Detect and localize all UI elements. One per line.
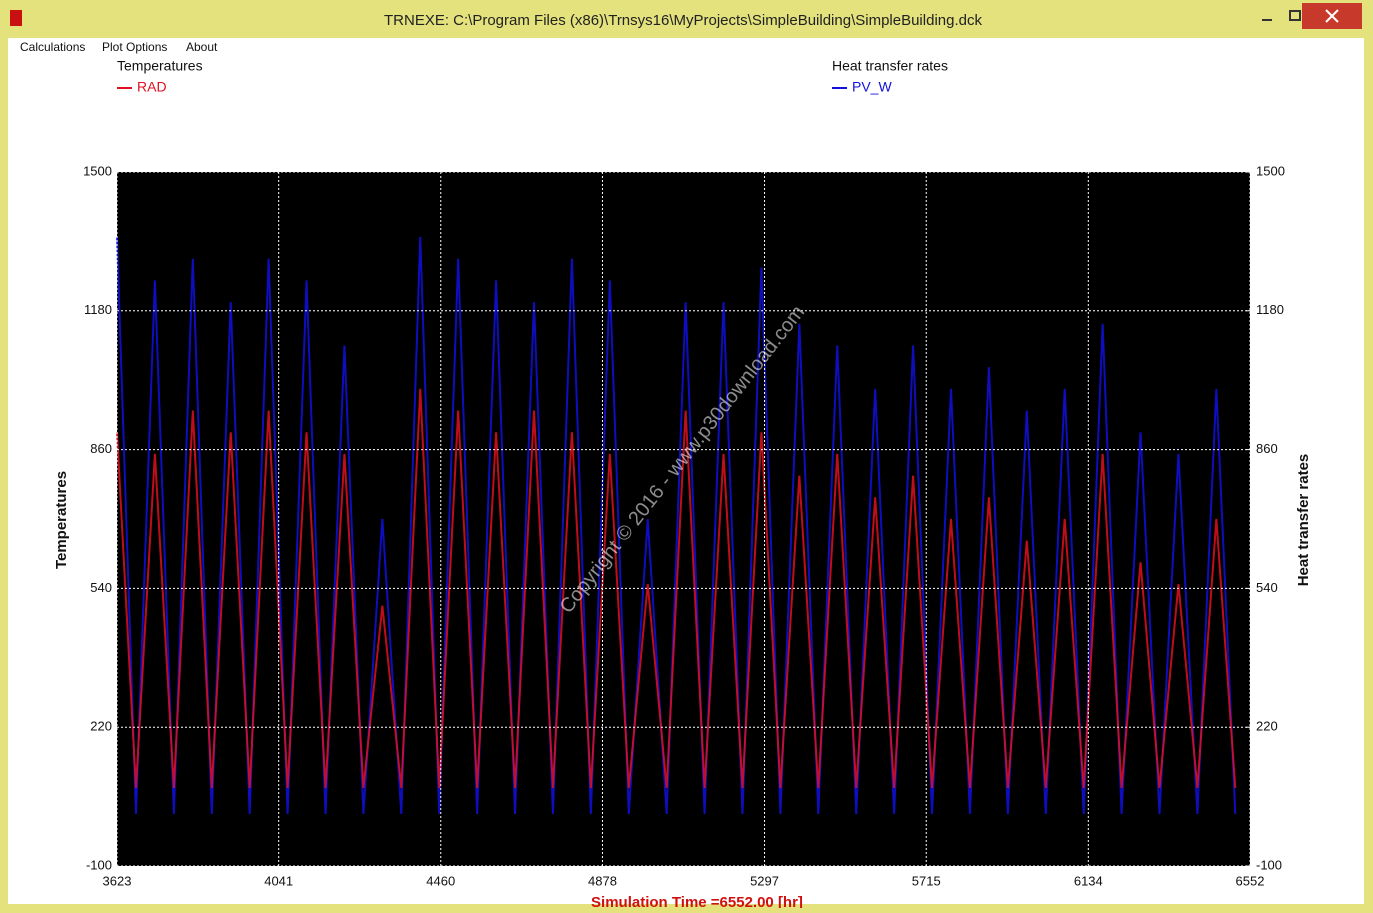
y2-tick-label: 860 <box>1256 441 1278 456</box>
y-tick-label: 220 <box>90 719 112 734</box>
y-tick-label: 1500 <box>83 163 112 178</box>
window-title: TRNEXE: C:\Program Files (x86)\Trnsys16\… <box>384 12 982 29</box>
x-tick-label: 6552 <box>1236 873 1265 888</box>
y-tick-label: 860 <box>90 441 112 456</box>
menu-item[interactable]: Calculations <box>20 40 85 54</box>
series-layer <box>116 237 1237 815</box>
y2-axis-label: Heat transfer rates <box>1295 454 1312 587</box>
close-icon <box>1325 9 1339 23</box>
maximize-button[interactable] <box>1289 10 1301 21</box>
legend-heading: Heat transfer rates <box>832 58 948 74</box>
x-tick-label: 6134 <box>1074 873 1103 888</box>
y2-tick-label: 1500 <box>1256 163 1285 178</box>
y-tick-label: -100 <box>86 857 112 872</box>
x-axis-label: Simulation Time =6552.00 [hr] <box>591 894 803 908</box>
grid-layer <box>116 171 1251 867</box>
menu-item[interactable]: About <box>186 40 218 54</box>
x-tick-label: 4460 <box>426 873 455 888</box>
x-tick-label: 4041 <box>264 873 293 888</box>
menu-item[interactable]: Plot Options <box>102 40 167 54</box>
y-tick-label: 1180 <box>84 302 112 317</box>
x-tick-label: 5297 <box>750 873 779 888</box>
legend-heading: Temperatures <box>117 58 203 74</box>
legend-label: RAD <box>137 79 167 95</box>
y2-tick-label: 1180 <box>1256 302 1284 317</box>
legend-label: PV_W <box>852 79 892 95</box>
y2-tick-label: 540 <box>1256 580 1278 595</box>
x-tick-label: 4878 <box>588 873 617 888</box>
app-icon <box>10 10 22 26</box>
y2-tick-label: -100 <box>1256 857 1282 872</box>
x-tick-label: 3623 <box>103 873 132 888</box>
x-tick-label: 5715 <box>912 873 941 888</box>
y2-tick-label: 220 <box>1256 719 1278 734</box>
series-line <box>116 388 1237 789</box>
y-axis-label: Temperatures <box>53 471 70 569</box>
y-tick-label: 540 <box>90 580 112 595</box>
